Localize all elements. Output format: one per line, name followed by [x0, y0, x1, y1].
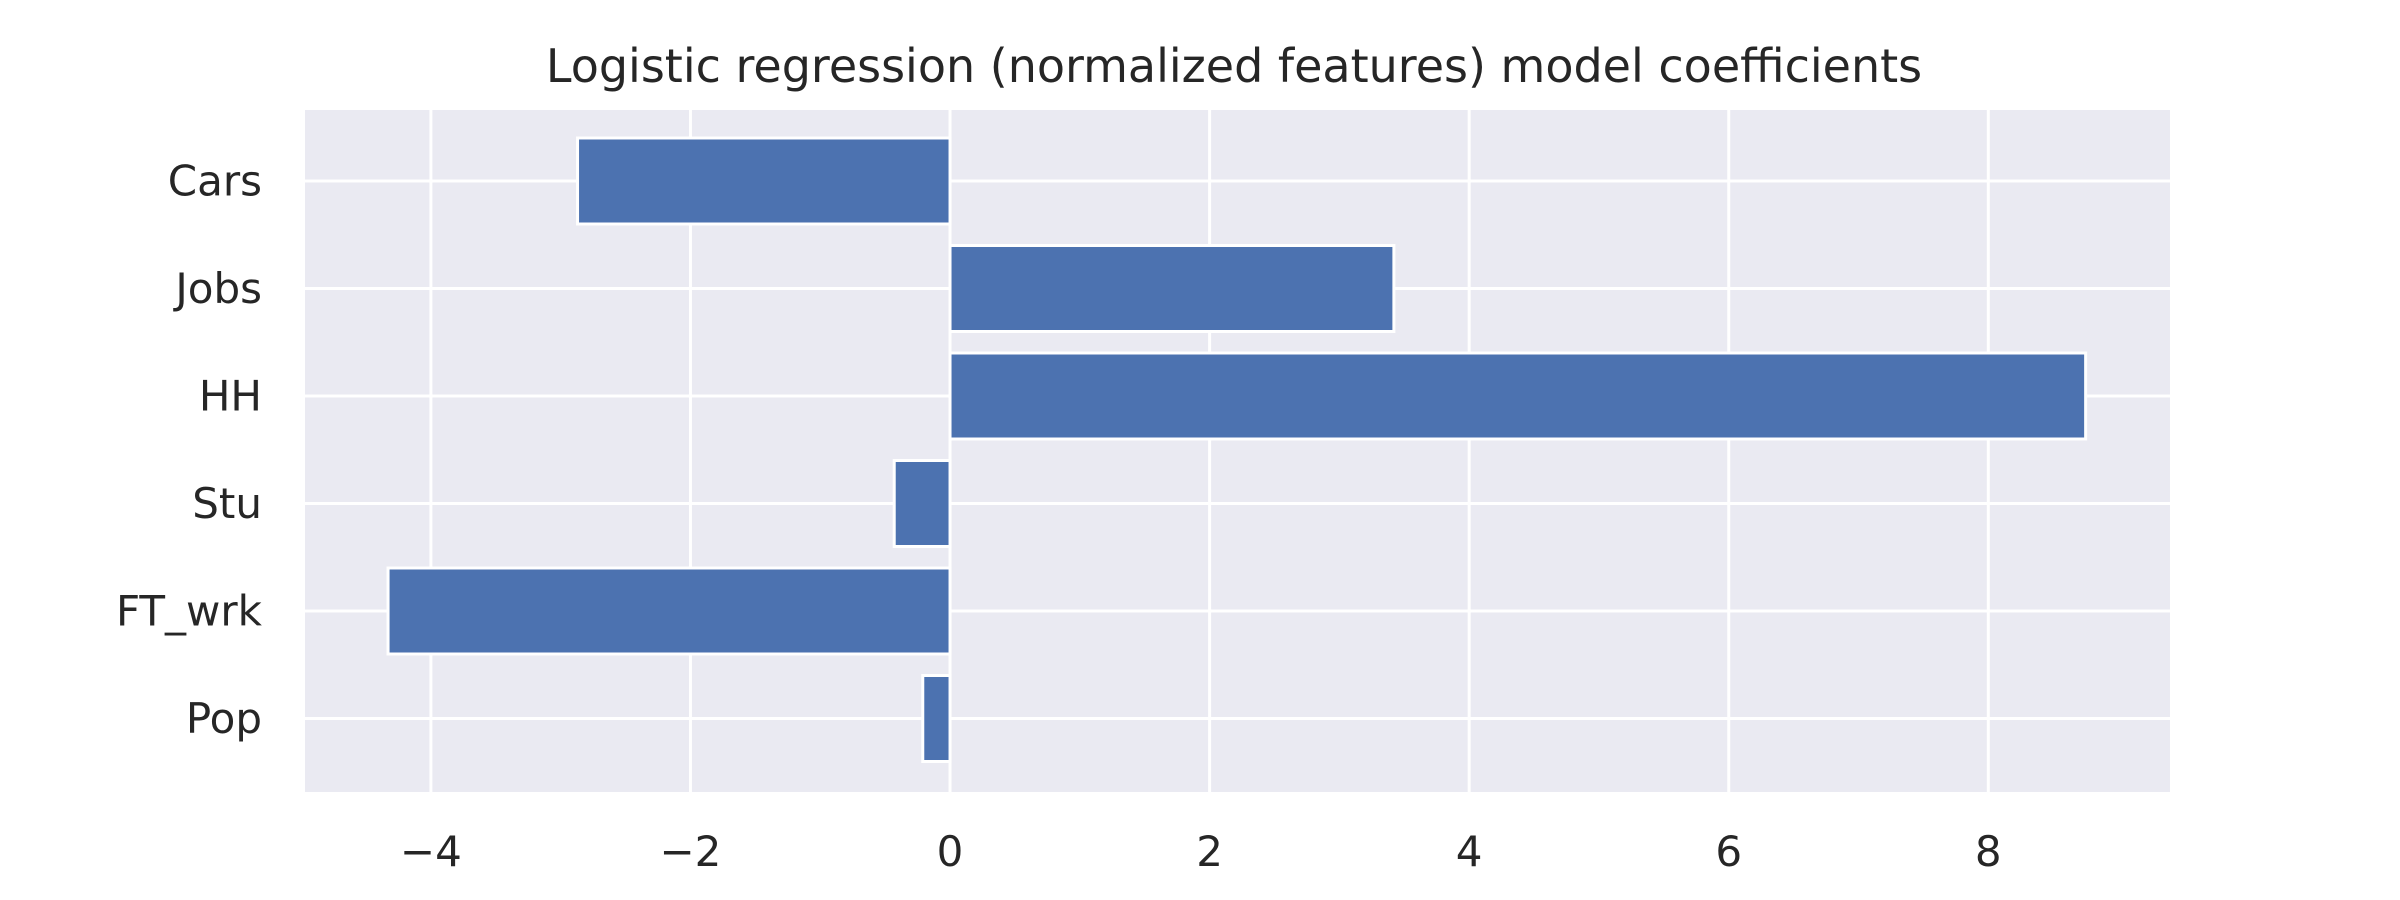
- x-tick-label: −4: [400, 827, 462, 876]
- bar-jobs: [948, 244, 1396, 333]
- y-tick-label: Cars: [168, 157, 262, 206]
- x-tick-label: 2: [1196, 827, 1223, 876]
- bar-cars: [576, 136, 952, 226]
- bar-stu: [892, 459, 952, 548]
- y-tick-label: Jobs: [172, 264, 262, 313]
- x-tick-label: 0: [937, 827, 964, 876]
- y-tick-label: HH: [199, 372, 262, 421]
- x-axis-tick-labels: −4 −2 0 2 4 6 8: [400, 827, 2002, 876]
- bar-ft-wrk: [386, 566, 952, 656]
- y-tick-label: Pop: [186, 694, 262, 743]
- bars: [386, 136, 2088, 763]
- y-tick-label: Stu: [192, 479, 262, 528]
- chart-title: Logistic regression (normalized features…: [546, 39, 1922, 93]
- x-tick-label: −2: [659, 827, 721, 876]
- bar-hh: [948, 351, 2088, 441]
- y-axis-tick-labels: Cars Jobs HH Stu FT_wrk Pop: [116, 157, 263, 744]
- y-tick-label: FT_wrk: [116, 587, 263, 636]
- x-tick-label: 6: [1715, 827, 1742, 876]
- x-tick-label: 8: [1975, 827, 2002, 876]
- x-tick-label: 4: [1456, 827, 1483, 876]
- bar-pop: [921, 674, 952, 763]
